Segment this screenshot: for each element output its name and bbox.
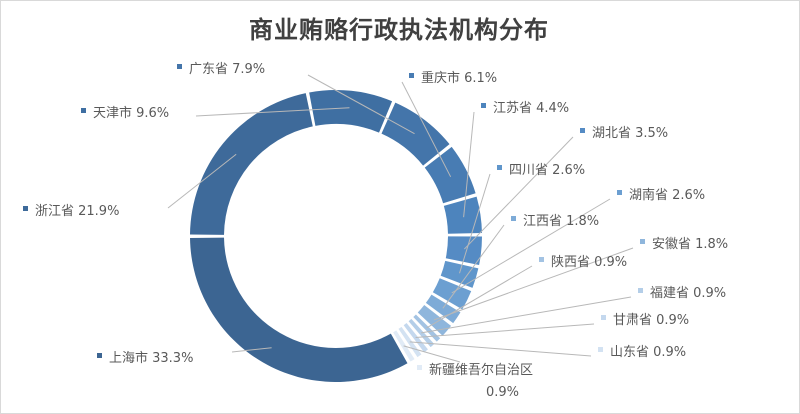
- donut-slice-10: [425, 294, 461, 324]
- data-label-9: 湖南省 2.6%: [629, 187, 705, 203]
- data-label-13: 福建省 0.9%: [650, 286, 726, 301]
- data-label-10: 江西省 1.8%: [523, 214, 599, 229]
- data-label-7: 湖北省 3.5%: [592, 126, 668, 141]
- label-marker-3: [81, 108, 86, 113]
- label-marker-12: [539, 257, 544, 262]
- data-label-8: 四川省 2.6%: [509, 163, 585, 178]
- label-marker-13: [638, 288, 643, 293]
- data-label-14: 甘肃省 0.9%: [613, 313, 689, 328]
- label-marker-7: [580, 128, 585, 133]
- leader-line-7: [463, 136, 574, 250]
- data-label-15: 山东省 0.9%: [610, 345, 686, 360]
- leader-line-16: [403, 345, 461, 363]
- donut-slice-2: [190, 93, 313, 235]
- leader-line-3: [195, 107, 350, 117]
- leader-line-8: [459, 173, 491, 274]
- label-marker-10: [511, 216, 516, 221]
- label-marker-2: [23, 206, 28, 211]
- donut-slice-4: [381, 102, 450, 166]
- donut-slice-11: [417, 304, 452, 336]
- data-label-11: 安徽省 1.8%: [652, 237, 728, 252]
- leader-line-9: [451, 198, 611, 294]
- data-label-12: 陕西省 0.9%: [551, 255, 627, 270]
- donut-slice-7: [445, 236, 482, 265]
- label-marker-4: [177, 64, 182, 69]
- donut-slice-6: [443, 196, 482, 234]
- label-marker-15: [598, 347, 603, 352]
- label-marker-9: [617, 190, 622, 195]
- donut-slice-3: [309, 90, 393, 133]
- donut-slice-8: [440, 260, 479, 288]
- leader-line-1: [231, 347, 272, 353]
- label-marker-11: [640, 239, 645, 244]
- label-marker-1: [97, 353, 102, 358]
- leader-line-15: [409, 341, 592, 357]
- leader-line-4: [307, 74, 415, 135]
- leader-line-5: [401, 81, 452, 178]
- leader-line-12: [426, 265, 533, 329]
- data-label-3: 天津市 9.6%: [93, 105, 169, 121]
- leader-line-6: [463, 111, 475, 218]
- label-marker-16: [417, 365, 422, 370]
- leader-line-10: [442, 224, 505, 309]
- chart-title: 商业贿赂行政执法机构分布: [249, 16, 549, 44]
- data-label-4: 广东省 7.9%: [189, 62, 265, 77]
- donut-slice-9: [432, 278, 472, 310]
- leader-line-14: [415, 323, 595, 339]
- data-label-16: 新疆维吾尔自治区 0.9%: [429, 362, 533, 400]
- label-marker-5: [409, 73, 414, 78]
- data-label-1: 上海市 33.3%: [109, 350, 193, 366]
- data-label-6: 江苏省 4.4%: [493, 100, 569, 116]
- label-marker-14: [601, 315, 606, 320]
- data-label-2: 浙江省 21.9%: [35, 204, 119, 219]
- leader-line-13: [421, 296, 632, 334]
- leader-line-11: [433, 247, 634, 321]
- label-marker-8: [497, 165, 502, 170]
- donut-slice-1: [190, 237, 408, 382]
- leader-line-2: [167, 153, 237, 209]
- label-marker-6: [481, 103, 486, 108]
- data-label-5: 重庆市 6.1%: [421, 70, 497, 86]
